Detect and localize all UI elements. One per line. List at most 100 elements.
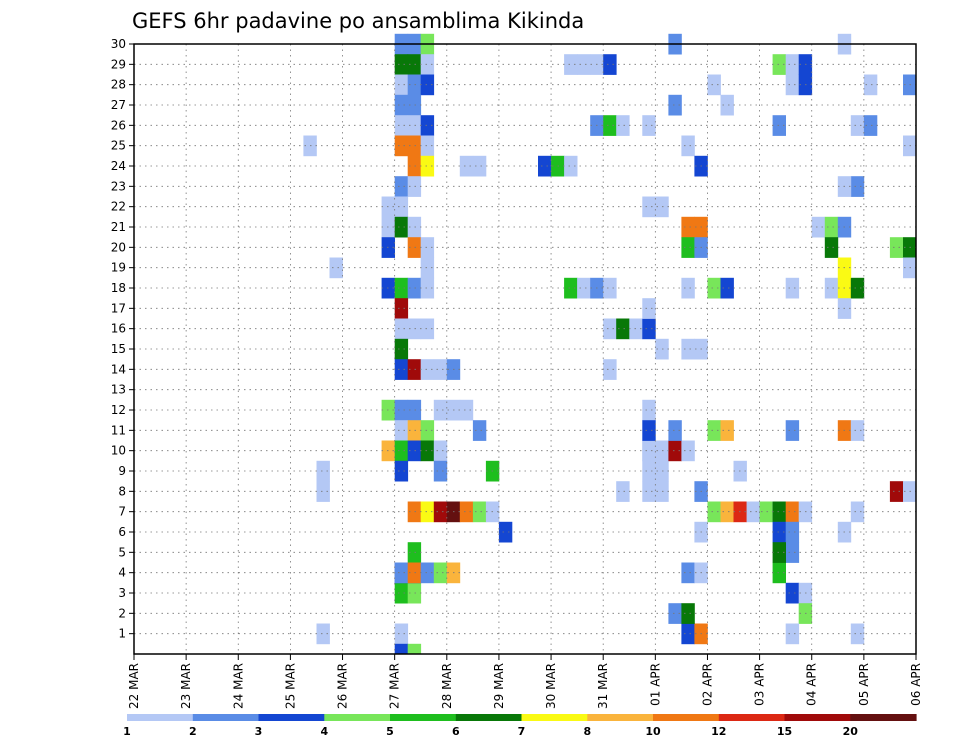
- precip-cell: [394, 643, 409, 655]
- precip-cell: [772, 501, 786, 523]
- legend-label: 6: [452, 725, 460, 738]
- precip-cell: [420, 257, 435, 279]
- precip-cell: [642, 298, 656, 319]
- precip-cell: [772, 521, 786, 543]
- y-tick-label: 19: [111, 261, 126, 275]
- precip-cell: [394, 460, 409, 482]
- precip-cell: [681, 338, 695, 360]
- legend-swatch: [653, 714, 720, 721]
- y-axis: 1234567891011121314151617181920212223242…: [111, 37, 134, 641]
- y-tick-label: 10: [111, 444, 126, 458]
- x-tick-label: 23 MAR: [179, 663, 193, 709]
- legend-swatch: [587, 714, 654, 721]
- precip-cell: [642, 318, 656, 340]
- precip-cell: [863, 115, 878, 136]
- precip-cell: [394, 54, 409, 75]
- precip-cell: [394, 623, 409, 645]
- precip-cell: [785, 420, 800, 441]
- precip-cell: [407, 501, 422, 523]
- y-tick-label: 28: [111, 78, 126, 92]
- precip-cell: [668, 420, 682, 441]
- precip-cell: [316, 460, 330, 482]
- precip-cell: [420, 237, 435, 258]
- x-tick-label: 24 MAR: [231, 663, 245, 709]
- precip-cell: [681, 237, 695, 258]
- legend-swatch: [192, 714, 260, 721]
- x-tick-label: 05 APR: [857, 663, 871, 706]
- precip-cell: [642, 420, 656, 441]
- precip-cell: [420, 501, 435, 523]
- precip-cell: [681, 562, 695, 584]
- x-tick-label: 29 MAR: [492, 663, 506, 709]
- precip-cell: [850, 176, 865, 197]
- precip-cell: [407, 216, 422, 238]
- precip-cell: [720, 94, 734, 116]
- precip-cell: [472, 155, 487, 177]
- precip-cell: [407, 135, 422, 157]
- precip-cell: [407, 399, 422, 421]
- precip-cell: [863, 74, 878, 96]
- precip-cell: [394, 176, 409, 197]
- legend-swatch: [521, 714, 588, 721]
- precip-cell: [472, 501, 487, 523]
- precip-cell: [394, 420, 409, 441]
- x-tick-label: 30 MAR: [544, 663, 558, 709]
- precip-cell: [407, 54, 422, 75]
- precip-cell: [407, 74, 422, 96]
- precip-cell: [707, 420, 721, 441]
- legend-swatch: [258, 714, 325, 721]
- legend-swatch: [455, 714, 523, 721]
- precip-cell: [407, 562, 422, 584]
- precip-cell: [603, 277, 617, 299]
- y-tick-label: 22: [111, 200, 126, 214]
- precip-cell: [420, 440, 435, 462]
- precip-cell: [394, 318, 409, 340]
- precip-cell: [772, 562, 786, 584]
- precip-cell: [394, 216, 409, 238]
- precip-cell: [785, 501, 800, 523]
- precip-cell: [538, 155, 552, 177]
- precip-cell: [316, 481, 330, 502]
- precip-cell: [407, 542, 422, 563]
- precip-cell: [577, 277, 591, 299]
- x-tick-label: 02 APR: [700, 663, 714, 706]
- precip-cell: [603, 54, 617, 75]
- legend-label: 15: [777, 725, 792, 738]
- precip-cell: [433, 399, 448, 421]
- precip-cell: [459, 155, 474, 177]
- precip-cell: [603, 359, 617, 380]
- precip-cell: [720, 420, 734, 441]
- precip-cell: [642, 196, 656, 218]
- y-tick-label: 24: [111, 159, 126, 173]
- precip-cell: [407, 176, 422, 197]
- precip-cell: [394, 440, 409, 462]
- precip-cell: [668, 440, 682, 462]
- legend-swatch: [850, 714, 917, 721]
- precip-cell: [564, 277, 578, 299]
- precip-cell: [603, 318, 617, 340]
- precip-cell: [850, 115, 865, 136]
- chart-title: GEFS 6hr padavine po ansamblima Kikinda: [132, 9, 584, 33]
- precip-cell: [459, 501, 474, 523]
- x-tick-label: 26 MAR: [336, 663, 350, 709]
- precip-cell: [785, 542, 800, 563]
- x-tick-label: 28 MAR: [440, 663, 454, 709]
- y-tick-label: 18: [111, 281, 126, 295]
- precip-cell: [785, 277, 800, 299]
- precip-cell: [616, 318, 630, 340]
- precip-cell: [772, 542, 786, 563]
- precip-cell: [433, 440, 448, 462]
- precip-cell: [785, 74, 800, 96]
- x-tick-label: 03 APR: [753, 663, 767, 706]
- precip-cell: [407, 237, 422, 258]
- legend-label: 5: [386, 725, 394, 738]
- x-tick-label: 04 APR: [805, 663, 819, 706]
- y-tick-label: 27: [111, 98, 126, 112]
- legend-label: 20: [843, 725, 859, 738]
- precip-cell: [759, 501, 773, 523]
- precip-cell: [498, 521, 513, 543]
- precip-cell: [707, 74, 721, 96]
- ensemble-cells: [303, 33, 917, 655]
- y-tick-label: 3: [118, 586, 126, 600]
